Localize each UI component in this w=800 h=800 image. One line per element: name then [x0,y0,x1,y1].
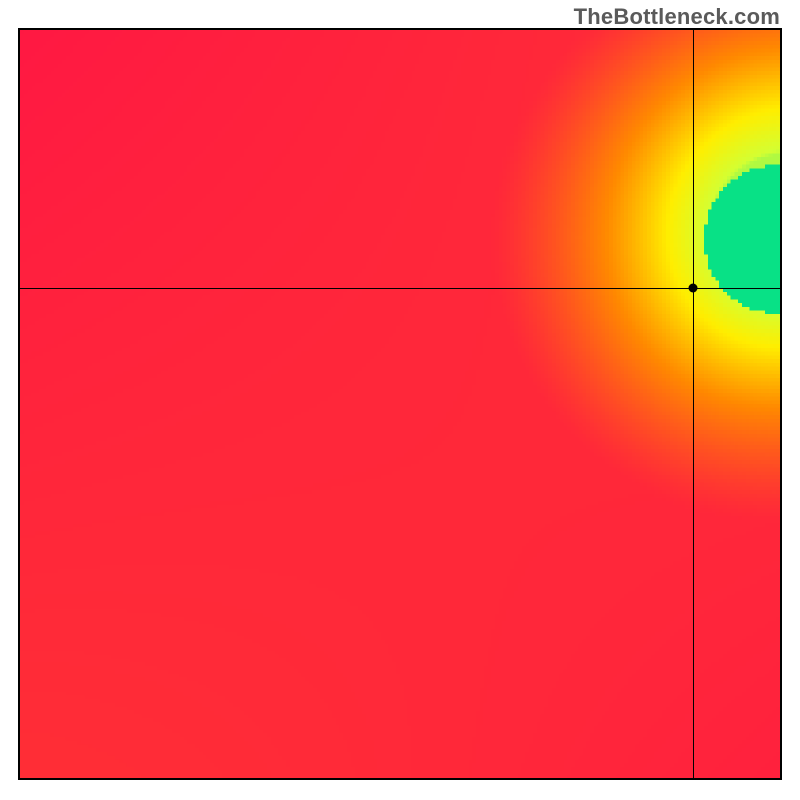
crosshair-horizontal-line [20,288,780,289]
bottleneck-heatmap-plot [18,28,782,780]
crosshair-vertical-line [693,30,694,778]
heatmap-canvas [20,30,780,778]
crosshair-marker-dot [688,284,697,293]
watermark-text: TheBottleneck.com [574,4,780,30]
